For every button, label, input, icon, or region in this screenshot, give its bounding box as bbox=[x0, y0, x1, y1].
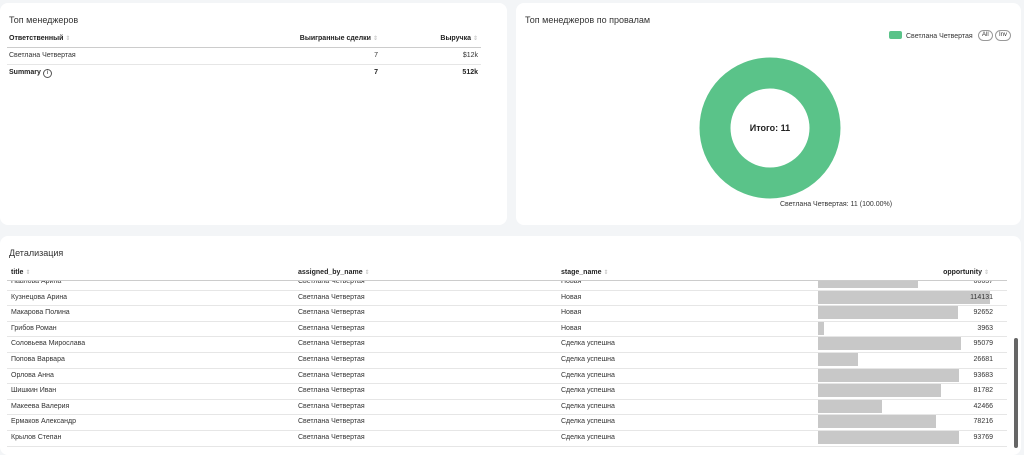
table-cell: Новая bbox=[561, 293, 582, 301]
summary-cell: 512k bbox=[462, 69, 478, 76]
row-divider bbox=[7, 352, 1007, 353]
table-cell: Сделка успешна bbox=[561, 402, 615, 410]
bar bbox=[818, 337, 962, 351]
table-cell: Макарова Полина bbox=[11, 309, 70, 317]
row-divider bbox=[7, 398, 1007, 400]
table-cell: Сделка успешна bbox=[561, 371, 615, 379]
table-cell: Светлана Четвертая bbox=[298, 402, 365, 410]
table-cell: Новая bbox=[561, 324, 582, 332]
row-divider bbox=[7, 64, 481, 65]
bar bbox=[818, 368, 960, 382]
table-cell: Макеева Валерия bbox=[11, 402, 70, 410]
table-cell: 93683 bbox=[973, 371, 993, 379]
details-panel: Детализация title assigned_by_name stage_na… bbox=[0, 236, 1021, 455]
row-divider bbox=[7, 383, 1007, 385]
table-cell: Сделка успешна bbox=[561, 387, 615, 395]
center-label: Итого: 11 bbox=[750, 123, 790, 133]
table-cell: Крылов Степан bbox=[11, 434, 62, 441]
panel-title: Топ менеджеров bbox=[9, 15, 79, 25]
bar bbox=[818, 321, 824, 335]
bar bbox=[818, 306, 958, 320]
table-cell: 92652 bbox=[973, 309, 993, 317]
bar bbox=[818, 415, 936, 429]
table-cell: Кузнецова Арина bbox=[11, 293, 68, 301]
bar bbox=[818, 353, 859, 366]
legend-swatch bbox=[889, 31, 902, 39]
table-cell: Светлана Четвертая bbox=[298, 309, 365, 317]
table-cell: Сделка успешна bbox=[561, 434, 615, 441]
chart-title: Топ менеджеров по провалам bbox=[525, 15, 651, 25]
legend-label: Светлана Четвертая bbox=[906, 33, 973, 40]
table-body: Павлова Арина Светлана Четвертая Новая 6663… bbox=[0, 281, 1012, 455]
row-divider bbox=[7, 367, 1007, 369]
table-cell: Ермаков Александр bbox=[11, 418, 76, 426]
table-cell: 78216 bbox=[973, 418, 993, 426]
chart: Светлана Четвертая Светлана Четвертая: 11… bbox=[699, 31, 973, 208]
table-cell: Новая bbox=[561, 309, 582, 317]
row-divider bbox=[7, 320, 1007, 322]
table-cell: Светлана Четвертая bbox=[298, 371, 365, 379]
summary-cell: 7 bbox=[374, 69, 378, 76]
table-cell: 42466 bbox=[973, 402, 993, 410]
bar bbox=[818, 384, 942, 398]
table-cell: Орлова Анна bbox=[11, 371, 54, 379]
legend-button[interactable]: Inv bbox=[995, 30, 1012, 41]
column-header: assigned_by_name bbox=[298, 265, 370, 281]
table-cell: 7 bbox=[374, 52, 378, 59]
table-cell: $12k bbox=[462, 52, 478, 59]
table-cell: Попова Варвара bbox=[11, 356, 65, 363]
row-divider bbox=[7, 305, 1007, 307]
table-cell: 66637 bbox=[973, 281, 993, 285]
scrollbar bbox=[1014, 338, 1018, 448]
table-cell: Светлана Четвертая bbox=[298, 281, 365, 285]
table-cell: Светлана Четвертая bbox=[298, 418, 365, 426]
row-divider bbox=[7, 430, 1007, 431]
panel-title: Детализация bbox=[9, 248, 64, 258]
bar bbox=[818, 281, 919, 288]
table-cell: Светлана Четвертая bbox=[298, 434, 365, 441]
table-cell: Светлана Четвертая bbox=[9, 52, 76, 59]
column-header: title bbox=[11, 265, 30, 281]
table-cell: Шишкин Иван bbox=[11, 387, 57, 395]
bar bbox=[818, 399, 882, 413]
row-divider bbox=[7, 414, 1007, 416]
summary-cell: Summary bbox=[9, 65, 52, 80]
column-header: opportunity bbox=[943, 265, 989, 281]
bar bbox=[818, 290, 990, 304]
column-header: Выигранные сделки bbox=[300, 31, 378, 47]
table-cell: 81782 bbox=[973, 387, 993, 395]
table-cell: Светлана Четвертая bbox=[298, 340, 365, 348]
bar bbox=[818, 431, 960, 444]
top-managers-panel: Топ менеджеров Ответственный Выигранные сд… bbox=[0, 3, 507, 225]
failures-panel: Топ менеджеров по провалам Светлана Четве… bbox=[516, 3, 1021, 225]
table-cell: Грибов Роман bbox=[11, 324, 57, 332]
table-cell: 114131 bbox=[970, 293, 993, 301]
table-cell: Соловьева Мирослава bbox=[11, 340, 86, 348]
row-divider bbox=[7, 289, 1007, 291]
table-cell: Светлана Четвертая bbox=[298, 387, 365, 395]
table-cell: 3963 bbox=[977, 324, 993, 332]
row-divider bbox=[7, 445, 1007, 447]
segment-label: Светлана Четвертая: 11 (100.00%) bbox=[780, 201, 892, 208]
divider bbox=[7, 47, 481, 48]
table-cell: 95079 bbox=[973, 340, 993, 348]
table-cell: Светлана Четвертая bbox=[298, 356, 365, 363]
table-cell: 93769 bbox=[973, 434, 993, 441]
table-cell: 26681 bbox=[973, 356, 993, 363]
table-cell: Сделка успешна bbox=[561, 356, 615, 363]
table-cell: Сделка успешна bbox=[561, 340, 615, 348]
table-cell: Сделка успешна bbox=[561, 418, 615, 426]
row-divider bbox=[7, 336, 1007, 338]
donut-segment bbox=[699, 57, 841, 199]
column-header: Выручка bbox=[440, 31, 478, 47]
table-cell: Светлана Четвертая bbox=[298, 324, 365, 332]
legend-button[interactable]: All bbox=[978, 30, 993, 41]
column-header: Ответственный bbox=[9, 31, 70, 47]
table-cell: Светлана Четвертая bbox=[298, 293, 365, 301]
table-cell: Новая bbox=[561, 281, 582, 285]
column-header: stage_name bbox=[561, 265, 609, 281]
divider bbox=[7, 280, 1007, 281]
table-cell: Павлова Арина bbox=[11, 281, 62, 285]
